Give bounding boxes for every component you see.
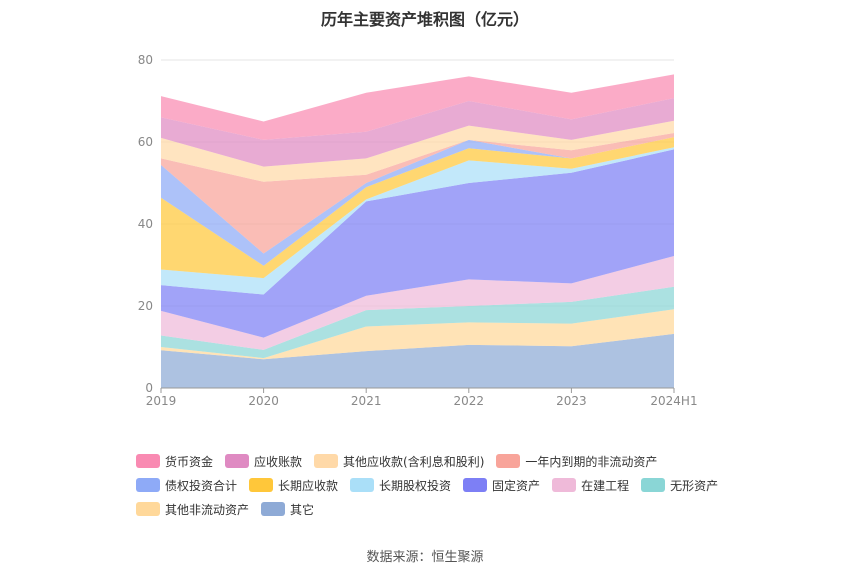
axes: 0 20 40 60 80 2019 2020 2021 2022 2023 2024H1 [138,53,698,408]
area-series-11 [161,74,674,140]
y-tick-label: 40 [138,217,153,231]
legend-label: 无形资产 [670,478,719,493]
x-tick-label: 2022 [454,394,485,408]
x-tick-label: 2020 [248,394,279,408]
x-tick-label: 2024H1 [650,394,697,408]
area-series-5 [161,147,674,295]
legend-item[interactable]: 无形资产 [641,477,718,494]
legend-swatch [136,502,160,516]
legend-label: 固定资产 [492,478,541,493]
legend-item[interactable]: 长期应收款 [249,477,338,494]
legend-label: 长期股权投资 [379,478,452,493]
y-tick-label: 20 [138,299,153,313]
legend-swatch [641,478,666,492]
y-tick-label: 80 [138,53,153,67]
x-tick-label: 2021 [351,394,382,408]
area-series-1 [161,309,674,360]
legend-row: 货币资金 应收账款 其他应收款(含利息和股利) 一年内到期的非流动资产 [136,449,736,473]
legend-row: 债权投资合计 长期应收款 长期股权投资 固定资产 在建工程 无形资产 [136,473,736,497]
legend-item[interactable]: 在建工程 [552,477,629,494]
legend-item[interactable]: 其他应收款(含利息和股利) [314,453,484,470]
legend-item[interactable]: 其他非流动资产 [136,501,249,518]
legend-swatch [225,454,250,468]
area-series-3 [161,256,674,350]
area-series-4 [161,149,674,338]
legend-label: 货币资金 [165,454,214,469]
legend-label: 在建工程 [581,478,630,493]
legend-row: 其他非流动资产 其它 [136,497,736,521]
legend-item[interactable]: 固定资产 [463,477,540,494]
legend-item[interactable]: 债权投资合计 [136,477,237,494]
legend-item[interactable]: 其它 [261,501,314,518]
area-series-10 [161,98,674,167]
area-series-6 [161,137,674,279]
legend-label: 其它 [290,502,315,517]
y-tick-label: 60 [138,135,153,149]
area-series-2 [161,286,674,359]
legend-item[interactable]: 应收账款 [225,453,302,470]
legend-swatch [136,478,160,492]
legend-label: 其他非流动资产 [165,502,250,517]
chart-legend: 货币资金 应收账款 其他应收款(含利息和股利) 一年内到期的非流动资产 债权投资合计 长… [136,449,736,521]
area-series-group [161,74,674,388]
chart-title: 历年主要资产堆积图（亿元） [320,10,529,29]
legend-swatch [552,478,577,492]
legend-swatch [350,478,375,492]
legend-swatch [463,478,488,492]
legend-label: 其他应收款(含利息和股利) [343,454,485,469]
area-series-7 [161,137,674,266]
legend-swatch [314,454,339,468]
legend-swatch [136,454,160,468]
y-tick-label: 0 [145,381,153,395]
legend-swatch [496,454,521,468]
legend-item[interactable]: 一年内到期的非流动资产 [496,453,657,470]
legend-label: 应收账款 [254,454,303,469]
legend-swatch [249,478,274,492]
legend-label: 长期应收款 [278,478,339,493]
x-tick-label: 2023 [556,394,587,408]
area-series-0 [161,333,674,388]
legend-label: 一年内到期的非流动资产 [525,454,658,469]
x-tick-label: 2019 [146,394,177,408]
legend-swatch [261,502,286,516]
area-series-9 [161,120,674,182]
legend-label: 债权投资合计 [165,478,238,493]
legend-item[interactable]: 长期股权投资 [350,477,451,494]
data-source-note: 数据来源：恒生聚源 [366,550,484,565]
legend-item[interactable]: 货币资金 [136,453,213,470]
area-series-8 [161,133,674,254]
